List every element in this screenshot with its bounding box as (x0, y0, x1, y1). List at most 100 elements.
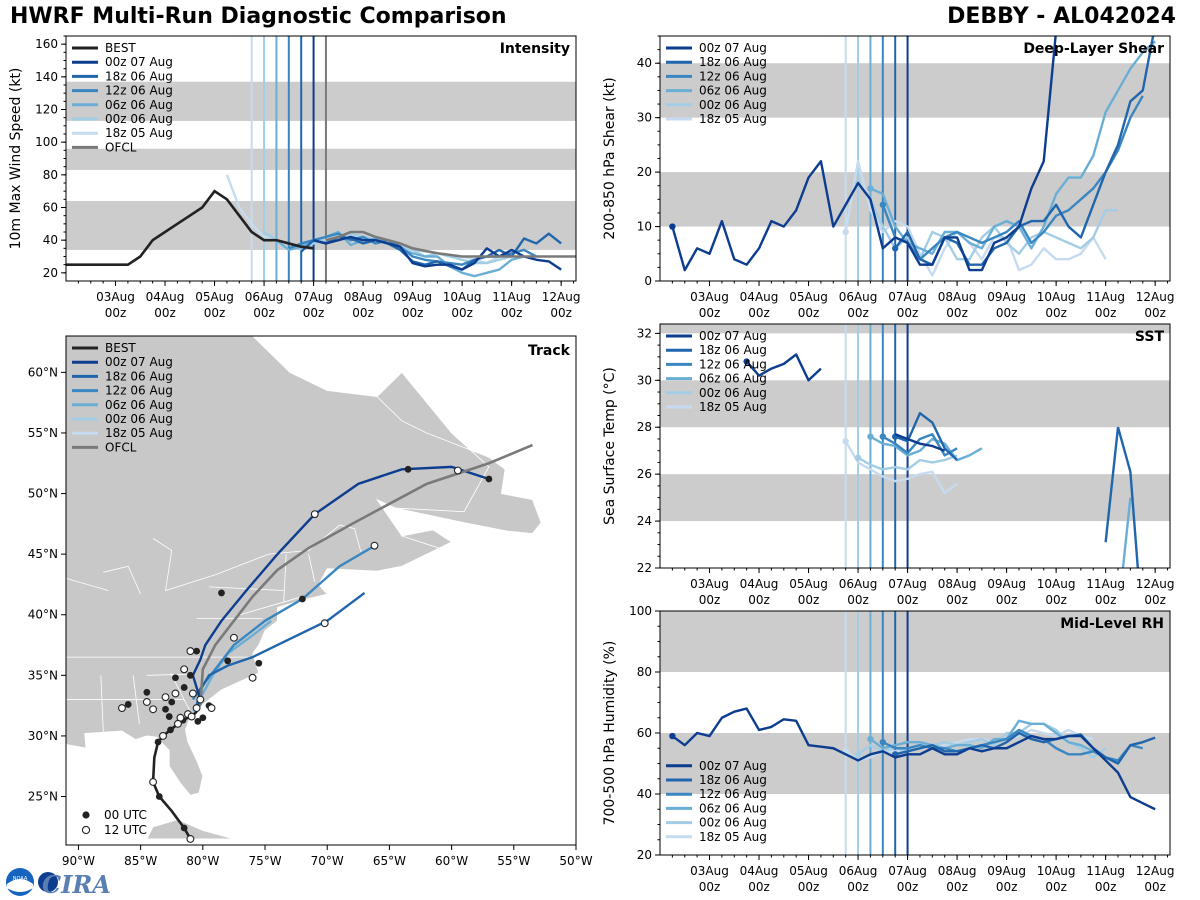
intensity-band-2 (66, 81, 576, 121)
track-dot-12utc-0 (118, 704, 126, 713)
intensity-ofcl-line (325, 230, 576, 258)
border-line-1 (146, 673, 192, 676)
intensity-legend-label-4: 06z 06 Aug (105, 98, 173, 112)
sst-xtick-hour-2: 00z (798, 593, 820, 607)
sst-xtick-hour-4: 00z (897, 593, 919, 607)
rh-xtick-day-8: 11Aug (1086, 864, 1125, 878)
shear-band-1 (660, 63, 1170, 118)
sst-xtick-day-3: 06Aug (839, 577, 878, 591)
sst-ytick-label-2: 26 (637, 467, 652, 481)
intensity-xtick-hour-7: 00z (451, 306, 473, 320)
intensity-xtick-hour-1: 00z (154, 306, 176, 320)
rh-xtick-hour-5: 00z (946, 880, 968, 894)
intensity-xtick-hour-0: 00z (105, 306, 127, 320)
track-dot-00utc-10 (224, 657, 232, 665)
track-dot-00utc-11 (255, 659, 263, 667)
track-dot-12utc-8 (192, 704, 201, 713)
track-dot-00utc-21 (167, 726, 174, 734)
sst-series-1-b (1104, 426, 1140, 568)
track-legend-label-6: 18z 05 Aug (105, 426, 173, 440)
track-dot-12utc-17 (196, 695, 205, 704)
shear-series-1 (894, 36, 1155, 266)
track-legend-label-4: 06z 06 Aug (105, 398, 173, 412)
track-dot-12utc-3 (161, 693, 170, 702)
sst-xtick-hour-8: 00z (1095, 593, 1117, 607)
track-dot-12utc-5 (180, 665, 189, 674)
track-key-12utc-label: 12 UTC (104, 823, 147, 837)
intensity-legend-label-0: BEST (105, 41, 136, 55)
intensity-xtick-day-1: 04Aug (146, 290, 185, 304)
track-legend-label-0: BEST (105, 341, 136, 355)
shear-ytick-label-3: 30 (637, 111, 652, 125)
intensity-xtick-day-3: 06Aug (245, 290, 284, 304)
rh-xtick-day-7: 10Aug (1037, 864, 1076, 878)
track-dot-12utc-4 (171, 689, 180, 698)
track-dot-00utc-15 (485, 475, 493, 483)
shear-legend-label-1: 18z 06 Aug (699, 55, 767, 69)
rh-series-1 (894, 731, 1156, 765)
track-dot-12utc-13 (320, 619, 329, 628)
sst-ytick-label-3: 28 (637, 420, 652, 434)
sst-xtick-day-2: 05Aug (789, 577, 828, 591)
intensity-xtick-day-4: 07Aug (294, 290, 333, 304)
track-dot-12utc-6 (188, 689, 197, 698)
intensity-series-0 (313, 235, 562, 271)
track-dot-00utc-7 (199, 714, 207, 722)
track-key-12utc-marker (81, 825, 91, 835)
shear-series-5 (844, 160, 1107, 277)
sst-xtick-day-8: 11Aug (1086, 577, 1125, 591)
intensity-xtick-day-9: 12Aug (542, 290, 581, 304)
intensity-legend-label-3: 12z 06 Aug (105, 84, 173, 98)
intensity-band-1 (66, 148, 576, 170)
shear-xtick-hour-4: 00z (897, 306, 919, 320)
shear-xtick-hour-2: 00z (798, 306, 820, 320)
intensity-xtick-day-2: 05Aug (195, 290, 234, 304)
track-plot-area (66, 336, 542, 845)
rh-xtick-day-4: 07Aug (888, 864, 927, 878)
intensity-xtick-hour-6: 00z (402, 306, 424, 320)
track-dot-12utc-9 (207, 704, 216, 713)
sst-frame (659, 323, 1171, 569)
shear-series-2 (881, 95, 1144, 261)
intensity-ytick-label-7: 160 (35, 37, 58, 51)
track-dot-00utc-20 (154, 738, 162, 746)
sst-xtick-day-1: 04Aug (740, 577, 779, 591)
sst-series-start-5 (842, 438, 849, 445)
intensity-ytick-label-3: 80 (43, 168, 58, 182)
intensity-xtick-hour-5: 00z (352, 306, 374, 320)
intensity-ytick-label-4: 100 (35, 135, 58, 149)
rh-xtick-hour-7: 00z (1045, 880, 1067, 894)
shear-ytick-label-0: 0 (644, 274, 652, 288)
intensity-xtick-hour-9: 00z (550, 306, 572, 320)
track-dot-00utc-3 (162, 705, 169, 713)
figure-title: HWRF Multi-Run Diagnostic Comparison (10, 4, 507, 29)
shear-series-start-0 (669, 223, 676, 230)
rh-xtick-hour-6: 00z (996, 880, 1018, 894)
track-ofcl-line (199, 443, 533, 706)
shear-legend-label-5: 18z 05 Aug (699, 112, 767, 126)
sst-panel-label: SST (1135, 329, 1165, 345)
shear-xtick-day-6: 09Aug (987, 290, 1026, 304)
sst-xtick-day-9: 12Aug (1136, 577, 1175, 591)
track-dot-00utc-12 (298, 595, 306, 603)
intensity-xtick-day-0: 03Aug (96, 290, 135, 304)
track-ytick-label-3: 40°N (28, 608, 58, 622)
sst-band-0 (660, 474, 1170, 522)
intensity-xtick-hour-3: 00z (253, 306, 275, 320)
intensity-ytick-label-2: 60 (43, 201, 58, 215)
sst-xtick-day-7: 10Aug (1037, 577, 1076, 591)
sst-legend-label-4: 00z 06 Aug (699, 386, 767, 400)
land-mass-3 (146, 819, 235, 840)
rh-plot-area (669, 611, 1156, 855)
border-line-10 (215, 524, 362, 576)
shear-xtick-hour-5: 00z (946, 306, 968, 320)
rh-legend-label-3: 06z 06 Aug (699, 801, 767, 815)
sst-xtick-day-5: 08Aug (938, 577, 977, 591)
track-dot-00utc-5 (186, 671, 194, 679)
sst-legend-label-0: 00z 07 Aug (699, 329, 767, 343)
border-line-9 (308, 554, 316, 583)
intensity-legend-label-2: 18z 06 Aug (105, 69, 173, 83)
shear-xtick-hour-8: 00z (1095, 306, 1117, 320)
shear-xtick-day-2: 05Aug (789, 290, 828, 304)
